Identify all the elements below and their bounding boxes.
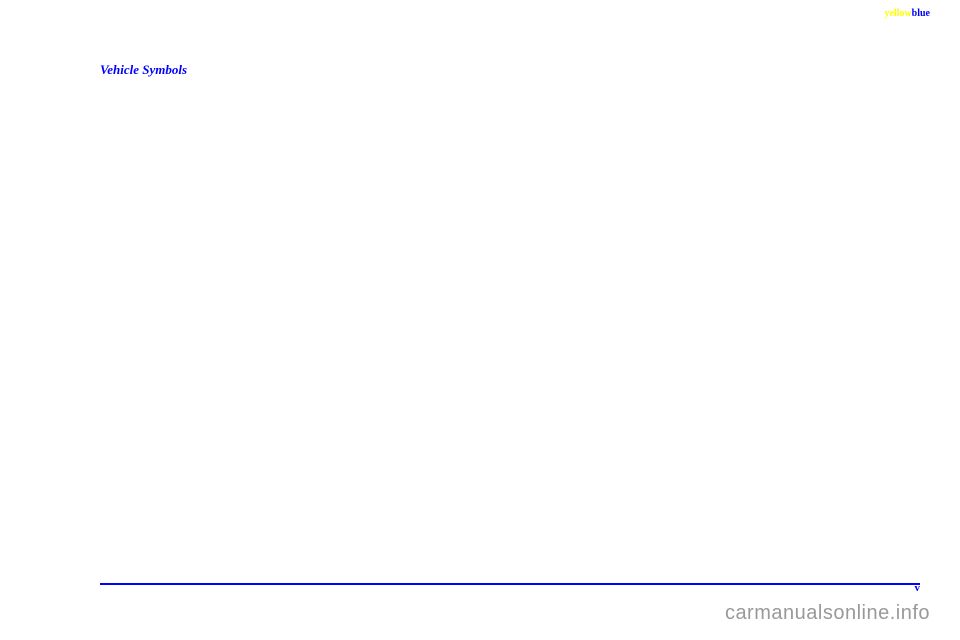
- blue-marker-text: blue: [912, 8, 930, 19]
- header-color-marker: yellowblue: [884, 8, 930, 19]
- footer-divider: [100, 583, 920, 585]
- yellow-marker-text: yellow: [884, 8, 911, 19]
- watermark-text: carmanualsonline.info: [725, 602, 930, 625]
- section-title: Vehicle Symbols: [100, 62, 187, 78]
- page-number: v: [915, 582, 921, 594]
